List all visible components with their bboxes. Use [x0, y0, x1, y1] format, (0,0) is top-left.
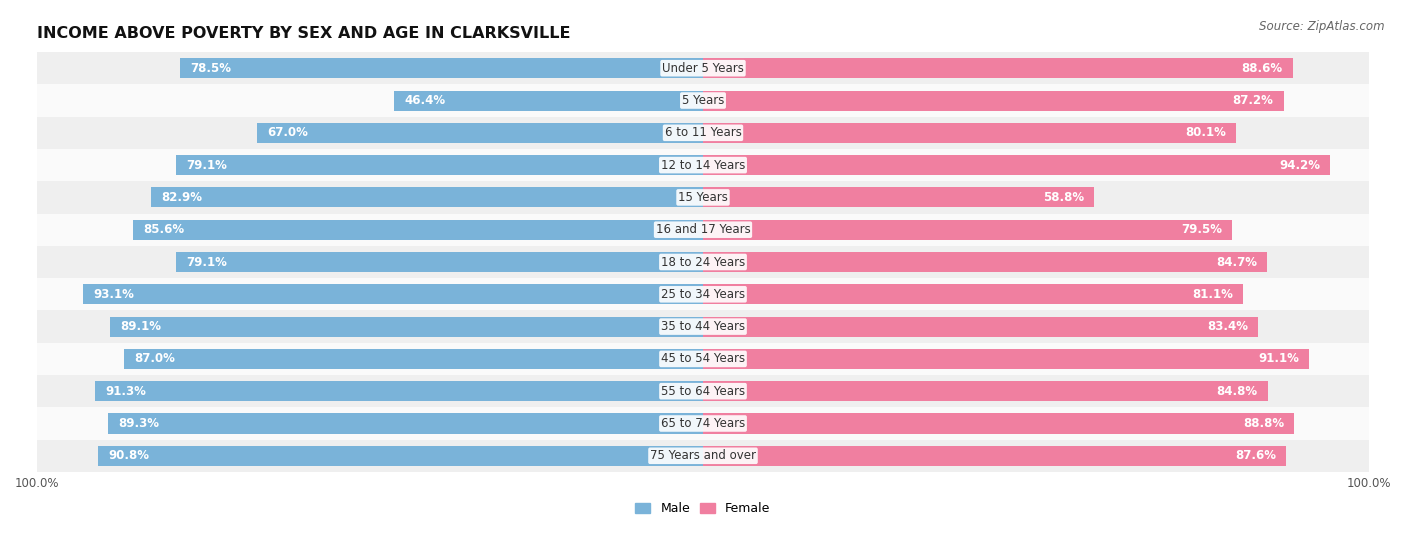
Bar	[108, 414, 703, 433]
Bar	[703, 414, 1294, 433]
Bar	[37, 408, 1369, 439]
Bar	[37, 117, 1369, 149]
Text: Under 5 Years: Under 5 Years	[662, 61, 744, 75]
Bar	[703, 155, 1330, 175]
Text: 88.6%: 88.6%	[1241, 61, 1282, 75]
Text: 25 to 34 Years: 25 to 34 Years	[661, 288, 745, 301]
Bar	[37, 375, 1369, 408]
Bar	[176, 155, 703, 175]
Text: 87.0%: 87.0%	[134, 352, 174, 366]
Text: 18 to 24 Years: 18 to 24 Years	[661, 255, 745, 268]
Text: 67.0%: 67.0%	[267, 126, 308, 139]
Bar	[394, 91, 703, 111]
Bar	[124, 349, 703, 369]
Bar	[703, 58, 1294, 78]
Legend: Male, Female: Male, Female	[630, 498, 776, 520]
Text: 75 Years and over: 75 Years and over	[650, 449, 756, 462]
Bar	[703, 91, 1284, 111]
Text: 5 Years: 5 Years	[682, 94, 724, 107]
Bar	[37, 246, 1369, 278]
Bar	[703, 220, 1232, 240]
Bar	[703, 252, 1267, 272]
Bar	[37, 343, 1369, 375]
Bar	[703, 187, 1094, 207]
Text: 78.5%: 78.5%	[190, 61, 232, 75]
Text: 93.1%: 93.1%	[93, 288, 134, 301]
Bar	[83, 285, 703, 304]
Text: 83.4%: 83.4%	[1208, 320, 1249, 333]
Bar	[37, 278, 1369, 310]
Text: 16 and 17 Years: 16 and 17 Years	[655, 223, 751, 236]
Text: 88.8%: 88.8%	[1243, 417, 1284, 430]
Text: 65 to 74 Years: 65 to 74 Years	[661, 417, 745, 430]
Text: 15 Years: 15 Years	[678, 191, 728, 204]
Bar	[703, 316, 1258, 337]
Bar	[257, 123, 703, 143]
Text: 6 to 11 Years: 6 to 11 Years	[665, 126, 741, 139]
Bar	[96, 381, 703, 401]
Bar	[703, 285, 1243, 304]
Bar	[98, 446, 703, 466]
Text: 91.3%: 91.3%	[105, 385, 146, 397]
Text: Source: ZipAtlas.com: Source: ZipAtlas.com	[1260, 20, 1385, 32]
Bar	[37, 149, 1369, 181]
Text: 84.7%: 84.7%	[1216, 255, 1257, 268]
Text: 79.5%: 79.5%	[1181, 223, 1222, 236]
Bar	[176, 252, 703, 272]
Text: 94.2%: 94.2%	[1279, 159, 1320, 172]
Bar	[150, 187, 703, 207]
Text: 87.2%: 87.2%	[1233, 94, 1274, 107]
Text: 12 to 14 Years: 12 to 14 Years	[661, 159, 745, 172]
Text: 89.1%: 89.1%	[120, 320, 160, 333]
Text: 90.8%: 90.8%	[108, 449, 149, 462]
Bar	[703, 381, 1268, 401]
Bar	[703, 349, 1309, 369]
Bar	[37, 214, 1369, 246]
Text: 89.3%: 89.3%	[118, 417, 159, 430]
Text: 35 to 44 Years: 35 to 44 Years	[661, 320, 745, 333]
Text: 45 to 54 Years: 45 to 54 Years	[661, 352, 745, 366]
Text: 79.1%: 79.1%	[187, 159, 228, 172]
Text: 87.6%: 87.6%	[1236, 449, 1277, 462]
Text: 85.6%: 85.6%	[143, 223, 184, 236]
Text: INCOME ABOVE POVERTY BY SEX AND AGE IN CLARKSVILLE: INCOME ABOVE POVERTY BY SEX AND AGE IN C…	[37, 26, 571, 41]
Bar	[110, 316, 703, 337]
Text: 91.1%: 91.1%	[1258, 352, 1299, 366]
Text: 55 to 64 Years: 55 to 64 Years	[661, 385, 745, 397]
Text: 82.9%: 82.9%	[162, 191, 202, 204]
Text: 58.8%: 58.8%	[1043, 191, 1084, 204]
Text: 79.1%: 79.1%	[187, 255, 228, 268]
Text: 80.1%: 80.1%	[1185, 126, 1226, 139]
Text: 46.4%: 46.4%	[404, 94, 446, 107]
Bar	[37, 439, 1369, 472]
Bar	[37, 52, 1369, 84]
Bar	[37, 84, 1369, 117]
Bar	[37, 181, 1369, 214]
Bar	[180, 58, 703, 78]
Bar	[37, 310, 1369, 343]
Text: 81.1%: 81.1%	[1192, 288, 1233, 301]
Bar	[703, 446, 1286, 466]
Bar	[134, 220, 703, 240]
Bar	[703, 123, 1236, 143]
Text: 84.8%: 84.8%	[1216, 385, 1257, 397]
